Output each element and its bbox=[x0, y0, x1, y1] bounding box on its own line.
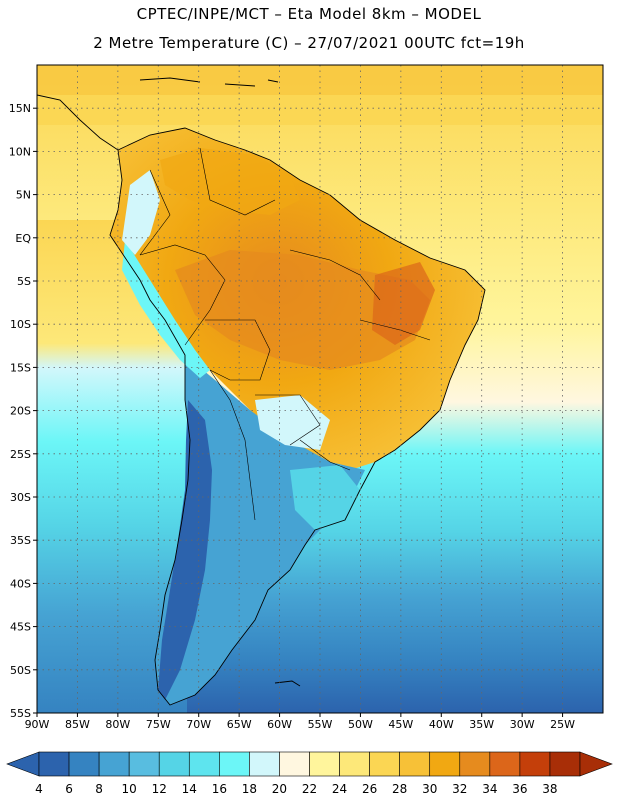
lat-tick-label: 25S bbox=[10, 448, 31, 461]
colorbar-label: 26 bbox=[362, 782, 377, 796]
colorbar-swatch bbox=[38, 751, 70, 777]
colorbar-swatch bbox=[339, 751, 370, 777]
country-borders bbox=[139, 147, 431, 521]
colorbar-swatch bbox=[369, 751, 400, 777]
lat-tick-label: 35S bbox=[10, 534, 31, 547]
andes-peru-cold bbox=[122, 240, 210, 378]
border-bolivia bbox=[205, 319, 271, 381]
lat-lon-grid bbox=[37, 65, 603, 713]
colorbar-label: 14 bbox=[182, 782, 197, 796]
colorbar-label: 4 bbox=[35, 782, 43, 796]
colorbar-swatch bbox=[429, 751, 461, 777]
colorbar-swatch bbox=[399, 751, 431, 777]
central-brazil-hottest bbox=[372, 262, 435, 345]
lon-tick-label: 45W bbox=[388, 718, 413, 731]
lon-tick-label: 50W bbox=[348, 718, 373, 731]
colombia-andes-cool bbox=[122, 170, 160, 255]
colorbar-swatch bbox=[158, 751, 190, 777]
lat-tick-label: 40S bbox=[10, 577, 31, 590]
colorbar-label: 32 bbox=[452, 782, 467, 796]
longitude-axis: 90W 85W 80W 75W 70W 65W 60W 55W 50W 45W 40W 35W 30W 2… bbox=[25, 713, 575, 731]
colorbar-low-arrow bbox=[6, 751, 40, 777]
colorbar-label: 20 bbox=[272, 782, 287, 796]
temperature-colorbar: 4 6 8 10 12 14 16 18 20 22 24 26 28 30 32 34 36 38 bbox=[6, 751, 613, 796]
lon-tick-label: 30W bbox=[510, 718, 535, 731]
latitude-axis: 15N 10N 5N EQ 5S 10S 15S 20S 25S 30S 35S 40S 45S 50S 5… bbox=[9, 102, 37, 720]
lon-tick-label: 65W bbox=[227, 718, 252, 731]
colorbar-swatch bbox=[249, 751, 280, 777]
lat-tick-label: 45S bbox=[10, 621, 31, 634]
lat-tick-label: 5N bbox=[16, 189, 31, 202]
colorbar-label: 18 bbox=[242, 782, 257, 796]
central-america-coastline bbox=[37, 94, 119, 151]
lon-tick-label: 40W bbox=[429, 718, 454, 731]
colorbar-label: 6 bbox=[65, 782, 73, 796]
border-peru-north bbox=[139, 244, 226, 281]
colorbar-swatch bbox=[98, 751, 130, 777]
lat-tick-label: 15S bbox=[10, 361, 31, 374]
uruguay-cool bbox=[290, 465, 360, 530]
map-title-line2: 2 Metre Temperature (C) – 27/07/2021 00U… bbox=[93, 34, 525, 52]
colorbar-label: 28 bbox=[392, 782, 407, 796]
colorbar-label: 36 bbox=[512, 782, 527, 796]
lat-tick-label: 20S bbox=[10, 405, 31, 418]
lon-tick-label: 80W bbox=[105, 718, 130, 731]
lat-tick-label: 30S bbox=[10, 491, 31, 504]
colorbar-swatch bbox=[549, 751, 581, 777]
border-peru-brazil bbox=[184, 279, 226, 346]
colorbar-label: 24 bbox=[332, 782, 347, 796]
lon-tick-label: 55W bbox=[308, 718, 333, 731]
colorbar-label: 34 bbox=[482, 782, 497, 796]
map-title-line1: CPTEC/INPE/MCT – Eta Model 8km – MODEL bbox=[136, 5, 482, 23]
lat-tick-label: 10N bbox=[9, 145, 31, 158]
falklands bbox=[274, 680, 301, 687]
colorbar-swatch bbox=[188, 751, 220, 777]
border-paraguay bbox=[255, 394, 321, 446]
colorbar-label: 10 bbox=[122, 782, 137, 796]
lat-tick-label: EQ bbox=[15, 232, 31, 245]
colorbar-label: 38 bbox=[542, 782, 557, 796]
lon-tick-label: 85W bbox=[65, 718, 90, 731]
lon-tick-label: 60W bbox=[267, 718, 292, 731]
paraguay-transition bbox=[255, 395, 330, 450]
colorbar-label: 12 bbox=[152, 782, 167, 796]
lon-tick-label: 25W bbox=[550, 718, 575, 731]
colorbar-label: 22 bbox=[302, 782, 317, 796]
border-brazil-states-2 bbox=[359, 319, 431, 341]
colorbar-swatch bbox=[459, 751, 491, 777]
border-brazil-south bbox=[299, 439, 351, 471]
colorbar-label: 16 bbox=[212, 782, 227, 796]
caribbean-islands bbox=[139, 77, 279, 87]
caribbean-hot-band bbox=[37, 65, 603, 95]
andes-cold-strip bbox=[158, 400, 212, 700]
lon-tick-label: 35W bbox=[469, 718, 494, 731]
colorbar-swatch bbox=[219, 751, 250, 777]
colorbar-swatch bbox=[309, 751, 340, 777]
lat-tick-label: 55S bbox=[10, 707, 31, 720]
colorbar-swatch bbox=[128, 751, 160, 777]
lat-tick-label: 15N bbox=[9, 102, 31, 115]
lat-tick-label: 50S bbox=[10, 664, 31, 677]
border-venezuela bbox=[199, 147, 276, 216]
coastlines bbox=[37, 77, 486, 706]
lat-tick-label: 10S bbox=[10, 318, 31, 331]
border-chile-argentina bbox=[209, 369, 256, 521]
border-colombia bbox=[139, 169, 171, 256]
colorbar-high-arrow bbox=[579, 751, 613, 777]
venezuela-warm bbox=[160, 148, 300, 215]
border-brazil-states-1 bbox=[289, 249, 381, 301]
lon-tick-label: 75W bbox=[146, 718, 171, 731]
lat-tick-label: 5S bbox=[17, 275, 31, 288]
colorbar-swatch bbox=[489, 751, 521, 777]
colorbar-swatch bbox=[68, 751, 100, 777]
colorbar-label: 30 bbox=[422, 782, 437, 796]
lon-tick-label: 90W bbox=[25, 718, 50, 731]
colorbar-label: 8 bbox=[95, 782, 103, 796]
lon-tick-label: 70W bbox=[186, 718, 211, 731]
colorbar-swatch bbox=[279, 751, 310, 777]
south-america-coastline bbox=[109, 127, 486, 706]
colorbar-swatch bbox=[519, 751, 551, 777]
